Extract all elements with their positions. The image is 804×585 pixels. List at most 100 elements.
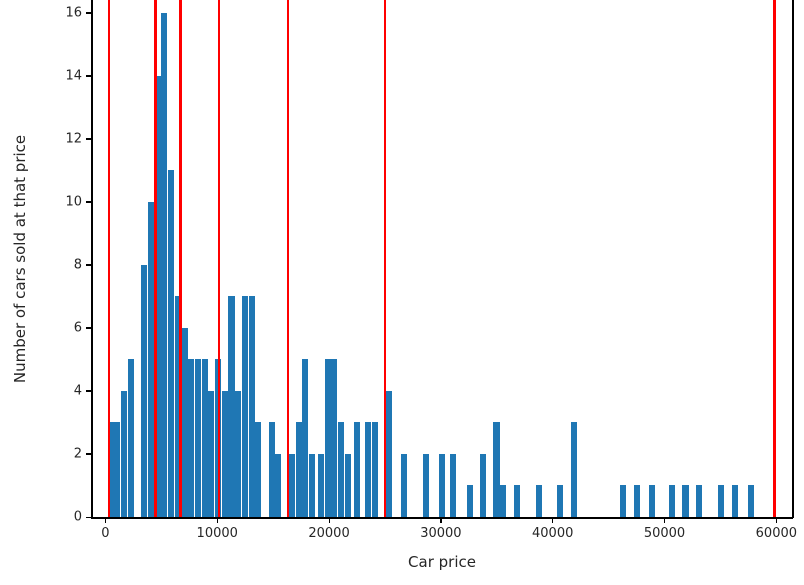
histogram-bar (255, 422, 262, 517)
histogram-bar (201, 359, 208, 517)
histogram-bar (513, 485, 520, 517)
histogram-bar (557, 485, 564, 517)
y-tick-mark (86, 327, 91, 329)
y-tick-label: 2 (73, 446, 82, 462)
histogram-bar (338, 422, 345, 517)
histogram-bar (154, 75, 161, 517)
x-tick-label: 60000 (755, 526, 798, 541)
quantile-vline (773, 0, 776, 517)
y-tick-mark (86, 390, 91, 392)
histogram-bar (161, 12, 168, 517)
histogram-bar (235, 390, 242, 517)
quantile-vline (286, 0, 290, 517)
histogram-bar (114, 422, 121, 517)
x-axis-label: Car price (408, 553, 476, 571)
y-tick-mark (86, 453, 91, 455)
x-axis-spine (91, 517, 793, 519)
histogram-bar (634, 485, 641, 517)
histogram-bar (682, 485, 689, 517)
y-tick-mark (86, 516, 91, 518)
x-tick-mark (104, 518, 107, 523)
x-tick-label: 30000 (420, 526, 462, 541)
histogram-bar (317, 453, 324, 517)
y-tick-mark (86, 138, 91, 140)
histogram-bar (194, 359, 201, 517)
histogram-bar (248, 296, 255, 517)
y-tick-label: 0 (73, 509, 82, 525)
histogram-bar (174, 296, 181, 517)
histogram-bar (648, 485, 655, 517)
histogram-bar (619, 485, 626, 517)
y-tick-label: 16 (65, 5, 82, 21)
histogram-bar (371, 422, 378, 517)
right-axis-spine (792, 0, 794, 518)
y-tick-label: 12 (65, 131, 82, 147)
histogram-bar (308, 453, 316, 517)
histogram-bar (241, 296, 248, 517)
histogram-bar (268, 422, 275, 517)
histogram-bar (141, 264, 148, 517)
x-tick-mark (552, 518, 554, 523)
histogram-bar (228, 296, 235, 517)
histogram-bar (718, 485, 725, 517)
x-tick-label: 40000 (532, 526, 574, 541)
histogram-bar (221, 390, 228, 517)
histogram-bar (302, 359, 309, 517)
histogram-bar (331, 359, 338, 517)
y-tick-label: 4 (73, 383, 82, 399)
histogram-bar (570, 422, 577, 517)
y-tick-label: 10 (65, 194, 82, 210)
x-tick-mark (216, 518, 218, 523)
quantile-vline (217, 0, 221, 517)
histogram-bar (127, 359, 134, 517)
histogram-bar (480, 453, 487, 517)
histogram-bar (748, 485, 755, 517)
histogram-bar (121, 390, 128, 517)
y-tick-label: 8 (73, 257, 82, 273)
x-tick-mark (440, 518, 442, 523)
y-tick-label: 14 (65, 68, 82, 84)
histogram-bar (288, 453, 295, 517)
histogram-bar (275, 453, 282, 517)
x-tick-label: 0 (101, 526, 110, 541)
histogram-bar (449, 453, 456, 517)
y-tick-mark (86, 75, 91, 77)
y-axis-label: Number of cars sold at that price (11, 134, 29, 383)
histogram-bar (353, 422, 360, 517)
histogram-bar (147, 201, 154, 517)
quantile-vline (383, 0, 387, 517)
x-tick-label: 20000 (308, 526, 350, 541)
histogram-bar (422, 453, 430, 517)
histogram-bar (500, 485, 507, 517)
histogram-bar (295, 422, 302, 517)
x-tick-mark (328, 518, 330, 523)
y-axis-spine (91, 0, 93, 518)
histogram-bar (400, 453, 407, 517)
histogram-bar (438, 453, 445, 517)
histogram-bar (695, 485, 702, 517)
quantile-vline (107, 0, 111, 517)
histogram-bar (731, 485, 738, 517)
quantile-vline (179, 0, 182, 517)
histogram-bar (364, 422, 371, 517)
y-tick-mark (86, 201, 91, 203)
histogram-bar (493, 422, 500, 517)
histogram-bar (466, 485, 473, 517)
histogram-bar (386, 390, 393, 517)
histogram-bar (668, 485, 676, 517)
histogram-bar (168, 170, 175, 517)
histogram-bar (344, 453, 351, 517)
histogram-bar (324, 359, 331, 517)
histogram-bar (535, 485, 543, 517)
y-tick-label: 6 (73, 320, 82, 336)
x-tick-mark (775, 518, 778, 523)
quantile-vline (154, 0, 157, 517)
histogram-bar (107, 422, 114, 517)
histogram-bar (188, 359, 195, 517)
x-tick-label: 10000 (196, 526, 238, 541)
histogram-bar (208, 390, 215, 517)
x-tick-label: 50000 (643, 526, 686, 541)
histogram-bar (181, 327, 188, 517)
y-tick-mark (86, 12, 91, 14)
